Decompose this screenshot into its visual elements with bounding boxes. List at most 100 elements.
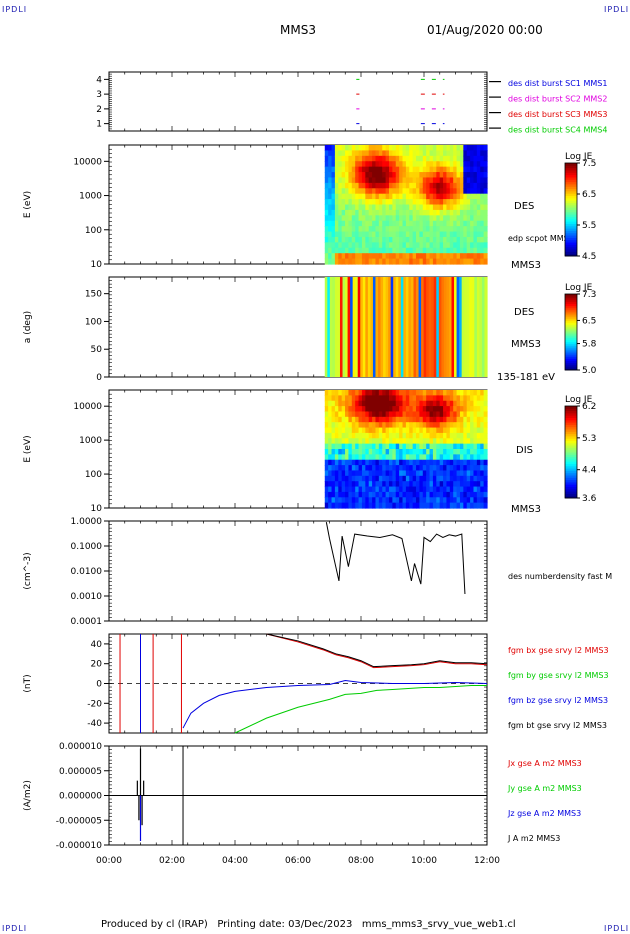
dis-energy-cell (351, 406, 356, 413)
dis-energy-cell (416, 459, 421, 466)
dis-energy-cell (416, 481, 421, 488)
dis-energy-cell (382, 416, 387, 423)
xaxis-tick-label: 12:00 (474, 856, 500, 866)
dis-energy-cell (443, 486, 448, 493)
dis-energy-cell (355, 395, 360, 402)
dis-energy-cell (378, 481, 383, 488)
dis-energy-cell (331, 449, 336, 455)
des-energy-cell (453, 220, 458, 227)
dis-energy-cell (341, 470, 346, 477)
dis-energy-cell (416, 400, 421, 407)
des-energy-cell (351, 166, 356, 173)
des-energy-cell (378, 236, 383, 243)
dis-energy-cell (358, 390, 363, 396)
des-energy-cell (480, 215, 485, 222)
des-energy-cell (466, 177, 471, 184)
dis-energy-cell (358, 491, 363, 498)
colorbar-cell (565, 366, 577, 369)
dis-energy-cell (348, 470, 353, 477)
des-energy-cell (483, 161, 488, 168)
dis-energy-cell (463, 491, 468, 498)
dis-energy-cell (429, 411, 434, 418)
des-energy-cell (392, 172, 397, 179)
dis-energy-cell (365, 486, 370, 493)
des-energy-cell (446, 204, 451, 211)
des-energy-cell (355, 209, 360, 216)
dis-energy-cell (480, 449, 485, 455)
dis-energy-cell (412, 502, 417, 509)
dis-energy-cell (385, 400, 390, 407)
dis-energy-cell (338, 481, 343, 488)
des-energy-cell (405, 161, 410, 168)
des-energy-cell (480, 226, 485, 233)
des-energy-cell (372, 145, 377, 152)
dis-energy-cell (419, 454, 424, 461)
des-energy-cell (378, 247, 383, 254)
colorbar-cell (565, 495, 577, 499)
colorbar-cell (565, 299, 577, 303)
des-energy-cell (365, 177, 370, 184)
des-energy-cell (453, 231, 458, 238)
des-energy-cell (324, 177, 329, 184)
des-pitch-column (339, 277, 344, 377)
dis-energy-cell (473, 438, 478, 445)
des-energy-cell (416, 236, 421, 243)
des-energy-cell (348, 226, 353, 233)
bfield-line-bt (266, 633, 488, 668)
dis-energy-cell (368, 486, 373, 493)
des-energy-cell (436, 199, 441, 206)
des-energy-cell (331, 247, 336, 254)
des-energy-cell (395, 242, 400, 249)
dis-energy-cell (341, 411, 346, 418)
des-energy-cell (348, 242, 353, 249)
des-pitch-column (423, 277, 427, 377)
dis-energy-cell (328, 443, 333, 450)
colorbar-tick-label: 4.4 (582, 466, 597, 476)
des-energy-cell (453, 150, 458, 157)
dis-energy-cell (338, 390, 343, 396)
dis-energy-cell (392, 465, 397, 472)
colorbar-cell (565, 479, 577, 483)
des-energy-cell (345, 150, 350, 157)
dis-energy-cell (439, 395, 444, 402)
dis-energy-cell (358, 400, 363, 407)
dis-energy-cell (409, 443, 414, 450)
des-energy-cell (388, 253, 393, 260)
colorbar-cell (565, 324, 577, 327)
dis-energy-cell (351, 486, 356, 493)
y-axis-label: a (deg) (23, 311, 33, 343)
des-energy-cell (388, 182, 393, 189)
dis-energy-cell (331, 406, 336, 413)
dis-energy-cell (405, 406, 410, 413)
dis-energy-cell (429, 438, 434, 445)
dis-energy-cell (328, 502, 333, 509)
dis-energy-cell (409, 502, 414, 509)
colorbar-cell (565, 190, 577, 194)
des-energy-cell (409, 166, 414, 173)
des-energy-cell (372, 188, 377, 195)
dis-energy-cell (395, 411, 400, 418)
dis-energy-cell (341, 486, 346, 493)
dis-energy-cell (419, 427, 424, 434)
des-energy-cell (443, 166, 448, 173)
colorbar-cell (565, 223, 577, 227)
des-energy-cell (338, 204, 343, 211)
des-energy-cell (375, 161, 380, 168)
dis-energy-cell (399, 432, 404, 439)
dis-energy-cell (436, 454, 441, 461)
dis-energy-cell (426, 390, 431, 396)
dis-energy-cell (456, 411, 461, 418)
dis-energy-cell (405, 475, 410, 482)
dis-energy-cell (324, 390, 329, 396)
dis-energy-cell (470, 427, 475, 434)
dis-energy-cell (480, 395, 485, 402)
des-energy-ytick-label: 100 (85, 226, 102, 236)
des-energy-cell (375, 209, 380, 216)
des-energy-cell (419, 247, 424, 254)
dis-energy-cell (473, 449, 478, 455)
des-energy-cell (432, 188, 437, 195)
dis-energy-cell (402, 390, 407, 396)
colorbar-cell (565, 311, 577, 314)
dis-energy-cell (426, 406, 431, 413)
des-energy-cell (372, 177, 377, 184)
